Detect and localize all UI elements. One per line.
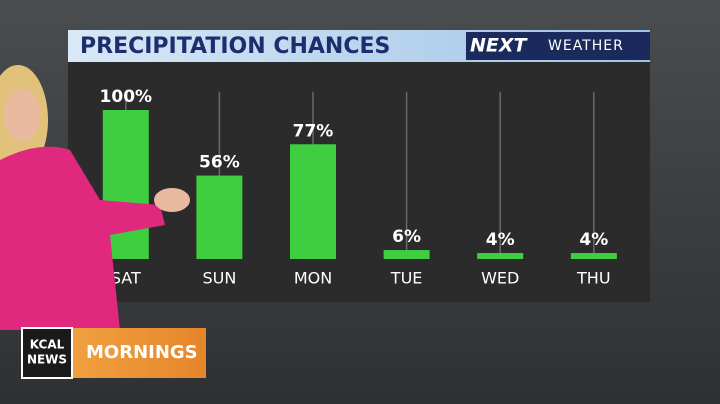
presenter-hand (154, 188, 190, 212)
value-label: 56% (199, 153, 240, 173)
logo-main: NEXT (470, 35, 529, 57)
x-tick-label: MON (294, 269, 332, 288)
bar (477, 253, 524, 259)
bars-area: 100% SAT 56% SUN 77% MON 6% TUE 4% WED 4% THU (100, 87, 617, 288)
show-name: MORNINGS (86, 342, 198, 363)
value-label: 4% (579, 230, 608, 250)
presenter-face (4, 89, 40, 141)
logo-sub: WEATHER (548, 38, 624, 54)
station-name: NEWS (27, 353, 67, 367)
presenter-body (0, 146, 165, 330)
value-label: 4% (486, 230, 515, 250)
chart-title: PRECIPITATION CHANCES (80, 34, 390, 59)
value-label: 100% (100, 87, 153, 107)
bar (383, 250, 430, 259)
bar (196, 175, 243, 259)
x-tick-label: SAT (111, 269, 141, 288)
bar (290, 144, 336, 259)
bar (570, 253, 617, 259)
value-label: 77% (293, 121, 334, 141)
x-tick-label: SUN (202, 269, 236, 288)
station-logo (21, 327, 73, 379)
x-tick-label: THU (576, 269, 611, 288)
x-tick-label: WED (481, 269, 519, 288)
x-tick-label: TUE (390, 269, 423, 288)
show-banner (73, 328, 206, 378)
logo-box (466, 32, 650, 60)
chart-panel (68, 30, 650, 302)
value-label: 6% (392, 227, 421, 247)
station-name: KCAL (30, 338, 65, 352)
